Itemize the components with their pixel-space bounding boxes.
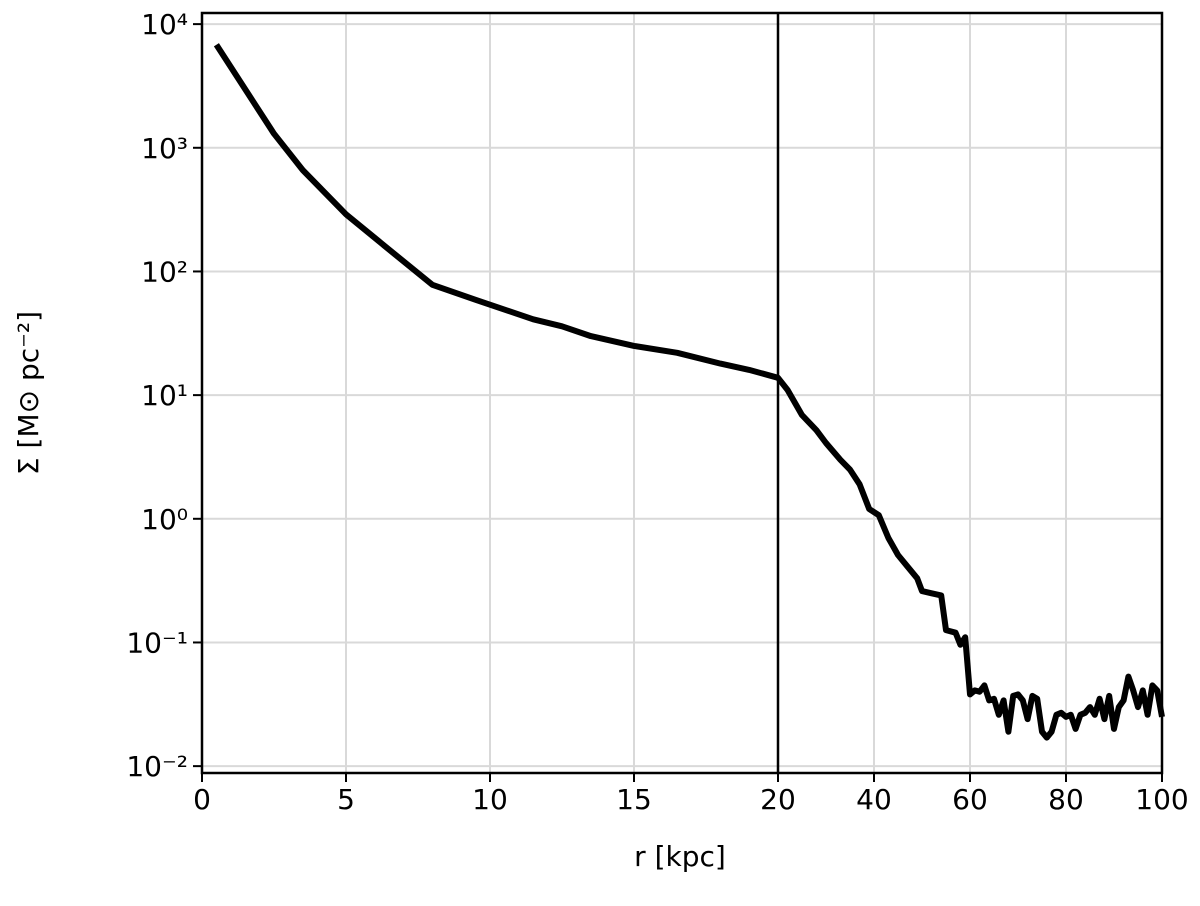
x-tick-label: 5 (337, 783, 355, 816)
x-tick-label: 100 (1135, 783, 1188, 816)
x-tick-label: 15 (616, 783, 652, 816)
x-tick-label: 40 (856, 783, 892, 816)
x-tick-label: 10 (472, 783, 508, 816)
data-line (213, 43, 1165, 741)
x-tick-label: 80 (1048, 783, 1084, 816)
plot-frame (200, 11, 1164, 775)
y-tick-label: 10⁻¹ (126, 626, 188, 659)
x-axis-label: r [kpc] (634, 840, 726, 873)
y-tick-label: 10³ (141, 132, 188, 165)
x-tick-label: 60 (952, 783, 988, 816)
x-tick-label: 20 (760, 783, 796, 816)
y-tick-label: 10⁴ (141, 8, 188, 41)
y-axis-label: Σ [M⊙ pc⁻²] (12, 311, 45, 475)
y-tick-label: 10⁰ (141, 503, 188, 536)
y-tick-label: 10⁻² (126, 750, 188, 783)
x-tick-label: 0 (193, 783, 211, 816)
y-tick-label: 10² (141, 255, 188, 288)
y-tick-label: 10¹ (141, 379, 188, 412)
